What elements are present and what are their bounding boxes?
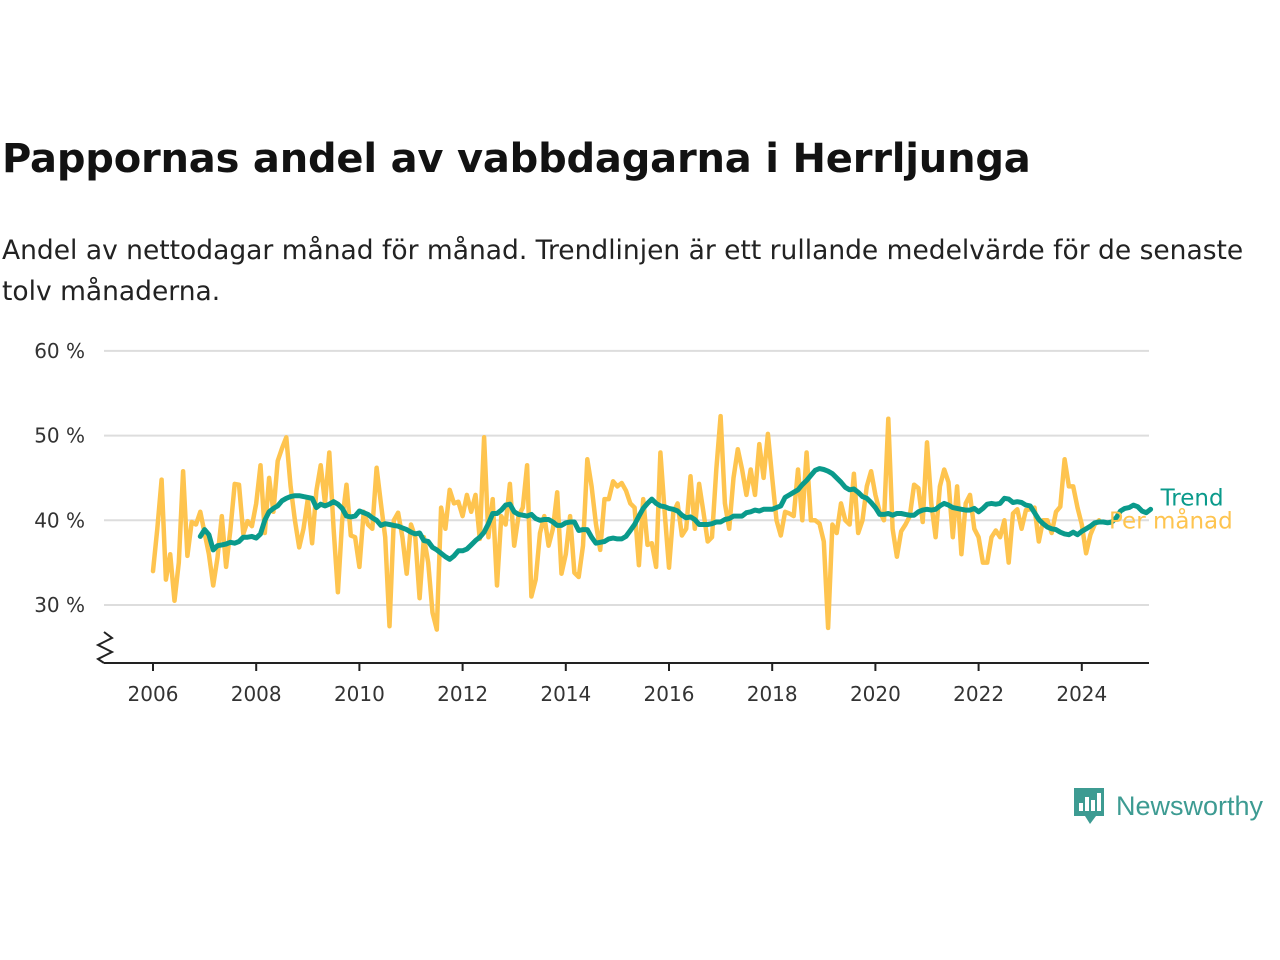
series-line-trend	[197, 466, 1154, 562]
x-tick-label: 2018	[747, 682, 798, 706]
x-tick-label: 2006	[128, 682, 179, 706]
series-label-trend: Trend	[1160, 485, 1224, 511]
x-tick-label: 2008	[231, 682, 282, 706]
axis-break-marker	[95, 631, 115, 664]
brand-logo: Newsworthy	[1072, 786, 1263, 826]
series-label-per-manad: Per månad	[1109, 506, 1233, 534]
y-tick-label: 60 %	[34, 339, 85, 363]
y-tick-label: 40 %	[34, 508, 85, 532]
x-axis	[95, 631, 1149, 664]
series-lines	[150, 413, 1154, 632]
gridlines	[104, 349, 1149, 606]
x-tick-label: 2020	[850, 682, 901, 706]
x-tick-label: 2016	[644, 682, 695, 706]
x-tick-label: 2022	[953, 682, 1004, 706]
y-tick-label: 50 %	[34, 424, 85, 448]
x-tick-label: 2012	[437, 682, 488, 706]
x-tick-label: 2010	[334, 682, 385, 706]
y-tick-label: 30 %	[34, 593, 85, 617]
x-axis-ticks: 2006 2008 2010 2012 2014 2016 2018 2020 2022 2024	[128, 663, 1107, 706]
x-tick-label: 2014	[540, 682, 591, 706]
chart-subtitle: Andel av nettodagar månad för månad. Tre…	[2, 235, 1244, 307]
y-axis-ticks: 30 % 40 % 50 % 60 %	[34, 339, 85, 617]
x-tick-label: 2024	[1056, 682, 1107, 706]
brand-name: Newsworthy	[1116, 790, 1264, 821]
chart-title: Pappornas andel av vabbdagarna i Herrlju…	[2, 136, 1031, 182]
newsworthy-chart-bubble-icon	[1074, 788, 1104, 824]
series-line-per-manad	[150, 413, 1102, 632]
